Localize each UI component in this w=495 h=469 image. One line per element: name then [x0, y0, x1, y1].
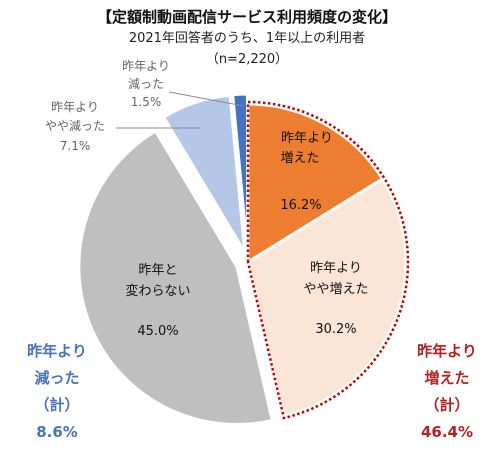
label-unchanged-value: 45.0% — [137, 324, 178, 339]
label-slightly-decreased-name-1: 昨年より — [51, 100, 99, 114]
total-increased-line-2: 増えた — [424, 369, 469, 387]
label-increased-name-2: 増えた — [280, 151, 319, 166]
total-decreased-line-1: 昨年より — [27, 342, 87, 360]
total-decreased-line-3: （計） — [34, 396, 79, 414]
leader-line-decreased — [168, 91, 245, 107]
slice-slightly-decreased — [161, 93, 247, 254]
pie-slices — [77, 92, 408, 426]
label-increased-name-1: 昨年より — [281, 131, 333, 146]
label-unchanged-name-2: 変わらない — [125, 283, 190, 299]
label-slightly-decreased-value: 7.1% — [60, 139, 91, 153]
increase-group-outline — [246, 100, 410, 420]
total-decreased-value: 8.6% — [36, 423, 78, 441]
total-decreased-line-2: 減った — [34, 369, 79, 387]
slice-decreased — [231, 92, 250, 253]
label-slightly-increased-name-2: やや増えた — [303, 282, 368, 297]
chart-title: 【定額制動画配信サービス利用頻度の変化】 — [97, 8, 397, 26]
label-slightly-increased-value: 30.2% — [315, 322, 356, 337]
slice-increased — [246, 102, 385, 265]
label-unchanged-name-1: 昨年と — [138, 263, 177, 278]
total-increased-value: 46.4% — [421, 423, 473, 441]
total-increased-line-1: 昨年より — [417, 342, 477, 360]
label-decreased-name-2: 減った — [128, 76, 164, 91]
chart-subtitle: 2021年回答者のうち、1年以上の利用者 — [129, 30, 365, 46]
total-increased-line-3: （計） — [424, 396, 469, 414]
label-decreased-name-1: 昨年より — [122, 59, 170, 73]
label-slightly-increased-name-1: 昨年より — [310, 261, 362, 276]
slice-slightly-increased — [246, 176, 408, 418]
label-increased-value: 16.2% — [280, 198, 321, 213]
sample-size: （n=2,220） — [206, 52, 288, 67]
label-decreased-value: 1.5% — [131, 95, 162, 109]
label-slightly-decreased-name-2: やや減った — [45, 118, 105, 133]
slice-unchanged — [77, 128, 275, 426]
